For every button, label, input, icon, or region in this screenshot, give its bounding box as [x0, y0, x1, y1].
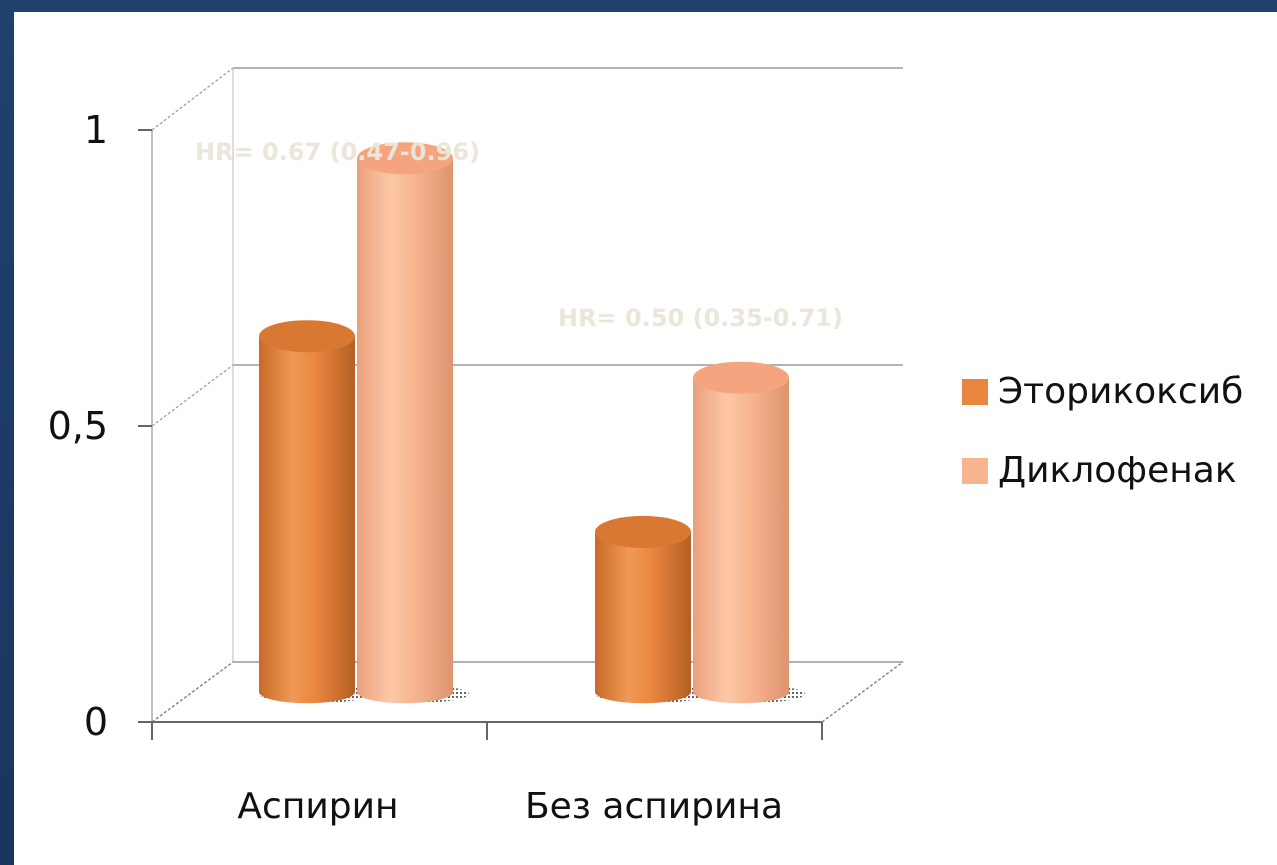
y-tick-label: 0 [84, 700, 108, 744]
floor-left-edge [151, 661, 234, 723]
bar-top [595, 515, 691, 548]
floor-right-edge [821, 661, 904, 723]
bar-body [693, 377, 789, 704]
bar-etoricoxib [259, 320, 371, 704]
x-axis-category-labels: Аспирин Без аспирина [237, 786, 783, 827]
legend-label: Диклофенак [998, 450, 1237, 491]
bar-top [693, 361, 789, 394]
y-tick-label: 0,5 [48, 404, 108, 448]
category-label: Без аспирина [525, 786, 783, 827]
hr-annotation: HR= 0.50 (0.35-0.71) [558, 304, 843, 332]
legend: Эторикоксиб Диклофенак [962, 371, 1243, 491]
bar-etoricoxib [595, 515, 707, 704]
legend-swatch [962, 379, 988, 405]
bar-top [357, 142, 453, 175]
bar-top [259, 320, 355, 353]
gridline-side [151, 364, 234, 427]
legend-swatch [962, 458, 988, 484]
y-axis-tick-labels: 00,51 [48, 108, 152, 744]
legend-label: Эторикоксиб [998, 371, 1243, 412]
bar-diclofenac [693, 361, 805, 704]
y-tick-label: 1 [84, 108, 108, 152]
bar-body [595, 531, 691, 704]
bar-body [357, 158, 453, 704]
bar-diclofenac [357, 142, 469, 704]
hr-annotation: HR= 0.67 (0.47-0.96) [195, 138, 480, 166]
gridline-side [151, 67, 234, 131]
category-label: Аспирин [237, 786, 398, 827]
annotations: HR= 0.67 (0.47-0.96) HR= 0.50 (0.35-0.71) [195, 138, 843, 332]
bar-body [259, 336, 355, 704]
bars [259, 142, 805, 704]
legend-item: Эторикоксиб [962, 371, 1243, 412]
legend-item: Диклофенак [962, 450, 1237, 491]
